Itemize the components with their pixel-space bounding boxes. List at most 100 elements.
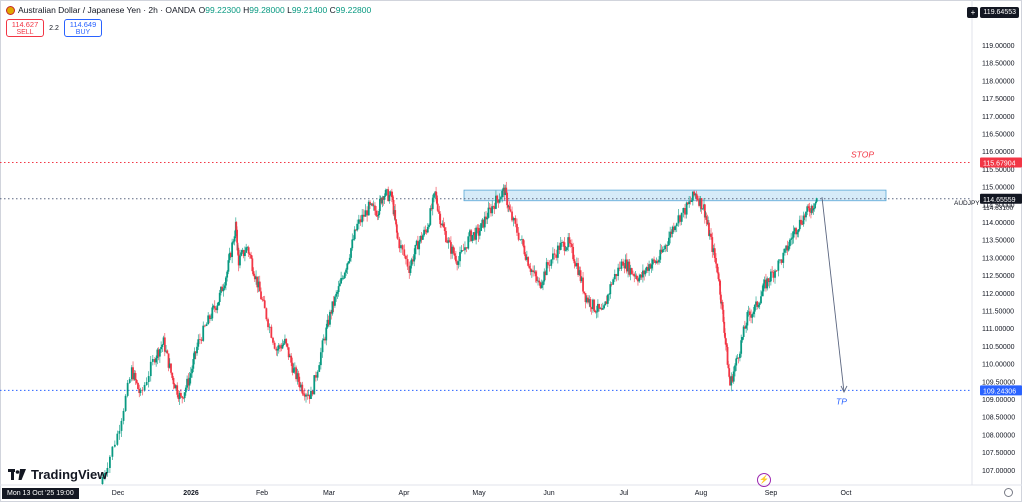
candle-body	[240, 252, 243, 256]
candle-body	[361, 214, 364, 223]
candle-body	[359, 219, 362, 223]
x-tick-label: Apr	[399, 490, 411, 497]
candle-body	[377, 214, 380, 216]
tradingview-logo[interactable]: TradingView	[8, 467, 107, 482]
candle-body	[352, 239, 355, 240]
buy-button[interactable]: 114.649 BUY	[64, 19, 102, 37]
candle-body	[237, 247, 240, 255]
candle-body	[502, 187, 505, 191]
candle-body	[514, 217, 517, 224]
candle-body	[532, 270, 534, 272]
candle-body	[708, 233, 711, 236]
candle-body	[193, 351, 196, 360]
candle-body	[566, 247, 568, 250]
candle-body	[285, 338, 288, 344]
candle-body	[298, 381, 301, 388]
candle-body	[782, 252, 785, 263]
projection-arrowhead	[840, 385, 848, 393]
trade-buttons: 114.627 SELL 2.2 114.649 BUY	[6, 19, 102, 37]
candle-body	[429, 208, 432, 225]
lightning-icon[interactable]: ⚡	[757, 473, 771, 487]
candle-body	[322, 338, 325, 341]
candle-body	[563, 242, 566, 251]
candle-body	[533, 271, 536, 273]
candle-body	[231, 242, 234, 257]
candle-body	[609, 284, 612, 295]
candle-body	[726, 346, 729, 365]
candle-body	[800, 219, 802, 225]
candle-body	[615, 274, 618, 277]
projection-arrow[interactable]	[821, 197, 845, 392]
candle-body	[651, 259, 654, 265]
candle-body	[606, 294, 609, 304]
candle-body	[251, 258, 254, 272]
candle-body	[556, 245, 559, 258]
candle-body	[465, 247, 468, 249]
candle-body	[722, 309, 725, 322]
candle-body	[319, 352, 322, 366]
candle-body	[325, 327, 328, 341]
candle-body	[663, 249, 665, 250]
candle-body	[332, 301, 335, 306]
candle-body	[176, 385, 179, 395]
candle-body	[412, 259, 414, 262]
candle-body	[595, 311, 598, 313]
candle-body	[540, 285, 543, 288]
settings-icon[interactable]	[1004, 488, 1013, 497]
candle-body	[712, 248, 715, 252]
candle-body	[811, 205, 814, 211]
candle-body	[628, 261, 631, 275]
candle-body	[147, 376, 150, 383]
candle-body	[475, 227, 478, 240]
candle-body	[527, 257, 530, 266]
candle-body	[180, 393, 182, 397]
candle-body	[807, 206, 810, 209]
candle-body	[316, 371, 319, 378]
candle-body	[378, 211, 380, 215]
candles	[101, 181, 818, 485]
candle-body	[796, 232, 799, 235]
candle-body	[469, 230, 471, 237]
candle-body	[182, 397, 185, 399]
candle-body	[766, 278, 769, 289]
current-price-badge-bg	[980, 193, 1022, 204]
candle-body	[720, 294, 722, 304]
candle-body	[580, 277, 583, 282]
candle-body	[408, 266, 411, 273]
candle-body	[237, 254, 240, 266]
candle-body	[555, 254, 558, 258]
x-tick-label: Aug	[695, 490, 708, 497]
candle-body	[710, 233, 712, 238]
candle-body	[184, 387, 187, 393]
candle-body	[340, 278, 343, 284]
tp-price-badge: 109.24306	[983, 388, 1016, 395]
candle-body	[603, 305, 605, 309]
candle-body	[457, 261, 460, 265]
y-tick-label: 107.50000	[982, 450, 1015, 457]
candle-body	[769, 271, 772, 282]
sell-button[interactable]: 114.627 SELL	[6, 19, 44, 37]
candle-body	[300, 384, 302, 388]
candle-body	[435, 195, 438, 204]
candle-body	[342, 277, 345, 279]
candle-body	[624, 259, 627, 269]
candle-body	[267, 319, 269, 328]
candle-body	[135, 380, 138, 383]
resistance-zone[interactable]	[463, 189, 887, 202]
x-tick-label: May	[472, 490, 486, 497]
candle-body	[262, 299, 265, 301]
candle-body	[638, 277, 641, 282]
candle-body	[357, 219, 360, 224]
y-tick-label: 113.00000	[982, 255, 1015, 262]
plus-icon[interactable]: +	[967, 7, 979, 18]
candle-body	[594, 310, 597, 313]
y-tick-label: 116.00000	[982, 149, 1015, 156]
candle-body	[477, 228, 480, 236]
symbol-title[interactable]: Australian Dollar / Japanese Yen · 2h · …	[18, 5, 196, 15]
candle-body	[210, 318, 212, 320]
candle-body	[139, 389, 142, 394]
candle-body	[739, 353, 741, 359]
symbol-flag-icon	[6, 5, 15, 15]
